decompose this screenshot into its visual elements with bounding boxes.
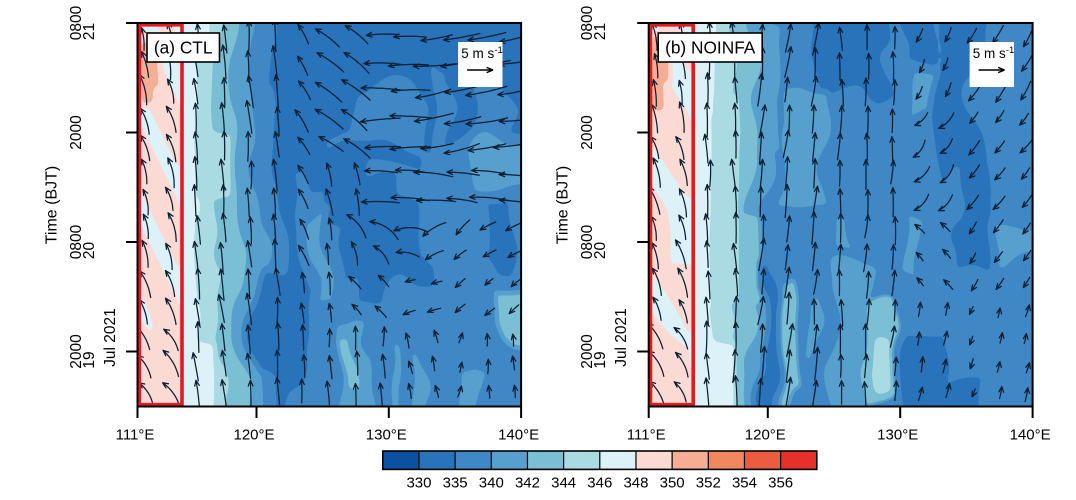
svg-text:20: 20 <box>592 242 609 260</box>
svg-text:Time (BJT): Time (BJT) <box>555 166 572 245</box>
svg-text:342: 342 <box>515 475 540 492</box>
svg-text:20: 20 <box>81 242 98 260</box>
svg-text:0800: 0800 <box>579 5 596 40</box>
svg-text:0800: 0800 <box>68 5 85 40</box>
svg-text:Jul 2021: Jul 2021 <box>102 308 119 367</box>
svg-text:140°E: 140°E <box>1010 427 1051 444</box>
svg-text:2000: 2000 <box>579 334 596 369</box>
svg-text:352: 352 <box>696 475 721 492</box>
svg-text:Time (BJT): Time (BJT) <box>44 166 61 245</box>
svg-text:335: 335 <box>443 475 468 492</box>
svg-text:354: 354 <box>732 475 757 492</box>
svg-text:5 m s-1: 5 m s-1 <box>973 45 1014 61</box>
svg-text:120°E: 120°E <box>745 427 786 444</box>
svg-text:130°E: 130°E <box>366 427 407 444</box>
svg-text:(a) CTL: (a) CTL <box>154 38 213 58</box>
svg-text:2000: 2000 <box>68 115 85 150</box>
svg-text:111°E: 111°E <box>116 427 155 444</box>
svg-text:111°E: 111°E <box>627 427 666 444</box>
svg-text:350: 350 <box>660 475 685 492</box>
svg-text:2000: 2000 <box>68 334 85 369</box>
svg-text:19: 19 <box>592 351 609 368</box>
svg-text:346: 346 <box>587 475 612 492</box>
svg-text:130°E: 130°E <box>877 427 918 444</box>
svg-text:120°E: 120°E <box>233 427 274 444</box>
svg-text:5 m s-1: 5 m s-1 <box>461 45 502 61</box>
svg-text:356: 356 <box>768 475 793 492</box>
svg-text:140°E: 140°E <box>498 427 539 444</box>
svg-text:340: 340 <box>479 475 504 492</box>
svg-text:0800: 0800 <box>68 224 85 259</box>
svg-text:21: 21 <box>81 23 98 40</box>
svg-text:0800: 0800 <box>579 224 596 259</box>
svg-text:330: 330 <box>406 475 431 492</box>
svg-text:344: 344 <box>551 475 576 492</box>
svg-text:19: 19 <box>81 351 98 368</box>
svg-text:Jul 2021: Jul 2021 <box>613 308 630 367</box>
svg-text:348: 348 <box>623 475 648 492</box>
svg-text:21: 21 <box>592 23 609 40</box>
svg-text:(b) NOINFA: (b) NOINFA <box>665 38 756 58</box>
svg-text:2000: 2000 <box>579 115 596 150</box>
